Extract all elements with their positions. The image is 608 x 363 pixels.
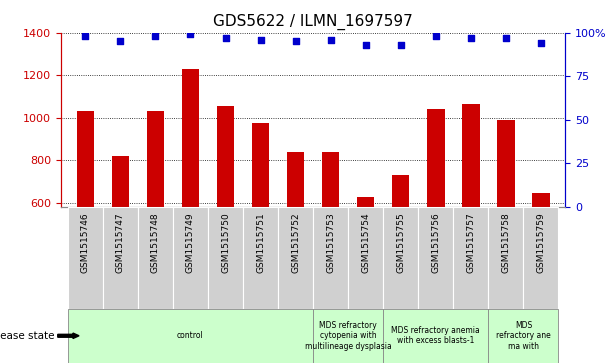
Point — [396, 42, 406, 48]
Text: control: control — [177, 331, 204, 340]
Text: GSM1515753: GSM1515753 — [326, 212, 335, 273]
Bar — [454, 207, 488, 309]
Bar — [68, 207, 103, 309]
Bar — [278, 207, 313, 309]
Bar — [313, 309, 383, 363]
Text: GSM1515748: GSM1515748 — [151, 212, 160, 273]
Point — [431, 33, 441, 39]
Point — [151, 33, 161, 39]
Bar — [252, 123, 269, 207]
Point — [256, 37, 266, 42]
Text: MDS refractory anemia
with excess blasts-1: MDS refractory anemia with excess blasts… — [392, 326, 480, 346]
Bar — [103, 207, 138, 309]
Point — [80, 33, 90, 39]
Bar — [216, 106, 234, 207]
Bar — [418, 207, 454, 309]
Text: GSM1515755: GSM1515755 — [396, 212, 405, 273]
Text: MDS
refractory ane
ma with: MDS refractory ane ma with — [496, 321, 551, 351]
Text: GSM1515752: GSM1515752 — [291, 212, 300, 273]
Bar — [383, 207, 418, 309]
Bar — [322, 152, 339, 207]
Text: GSM1515758: GSM1515758 — [502, 212, 510, 273]
Title: GDS5622 / ILMN_1697597: GDS5622 / ILMN_1697597 — [213, 14, 413, 30]
Bar — [427, 109, 444, 207]
Bar — [532, 193, 550, 207]
Point — [291, 38, 300, 44]
Bar — [182, 69, 199, 207]
Bar — [313, 207, 348, 309]
Point — [326, 37, 336, 42]
Bar — [138, 207, 173, 309]
Point — [116, 38, 125, 44]
Bar — [497, 120, 514, 207]
Text: GSM1515746: GSM1515746 — [81, 212, 90, 273]
Bar — [243, 207, 278, 309]
Bar — [77, 111, 94, 207]
Point — [466, 35, 475, 41]
Bar — [348, 207, 383, 309]
Text: GSM1515757: GSM1515757 — [466, 212, 475, 273]
Point — [536, 40, 546, 46]
Bar — [173, 207, 208, 309]
Bar — [392, 175, 410, 207]
Bar — [287, 152, 305, 207]
Bar — [488, 207, 523, 309]
Point — [501, 35, 511, 41]
Bar — [147, 111, 164, 207]
Bar — [68, 309, 313, 363]
Bar — [488, 309, 558, 363]
Text: GSM1515756: GSM1515756 — [431, 212, 440, 273]
Point — [221, 35, 230, 41]
Text: GSM1515750: GSM1515750 — [221, 212, 230, 273]
Text: GSM1515759: GSM1515759 — [536, 212, 545, 273]
Bar — [383, 309, 488, 363]
Bar — [523, 207, 558, 309]
Point — [361, 42, 370, 48]
Point — [185, 32, 195, 37]
Text: MDS refractory
cytopenia with
multilineage dysplasia: MDS refractory cytopenia with multilinea… — [305, 321, 392, 351]
Bar — [112, 156, 129, 207]
Text: GSM1515747: GSM1515747 — [116, 212, 125, 273]
Bar — [208, 207, 243, 309]
Text: disease state: disease state — [0, 331, 55, 341]
Text: GSM1515751: GSM1515751 — [256, 212, 265, 273]
Text: GSM1515749: GSM1515749 — [186, 212, 195, 273]
Bar — [462, 104, 480, 207]
Text: GSM1515754: GSM1515754 — [361, 212, 370, 273]
Bar — [357, 197, 375, 207]
